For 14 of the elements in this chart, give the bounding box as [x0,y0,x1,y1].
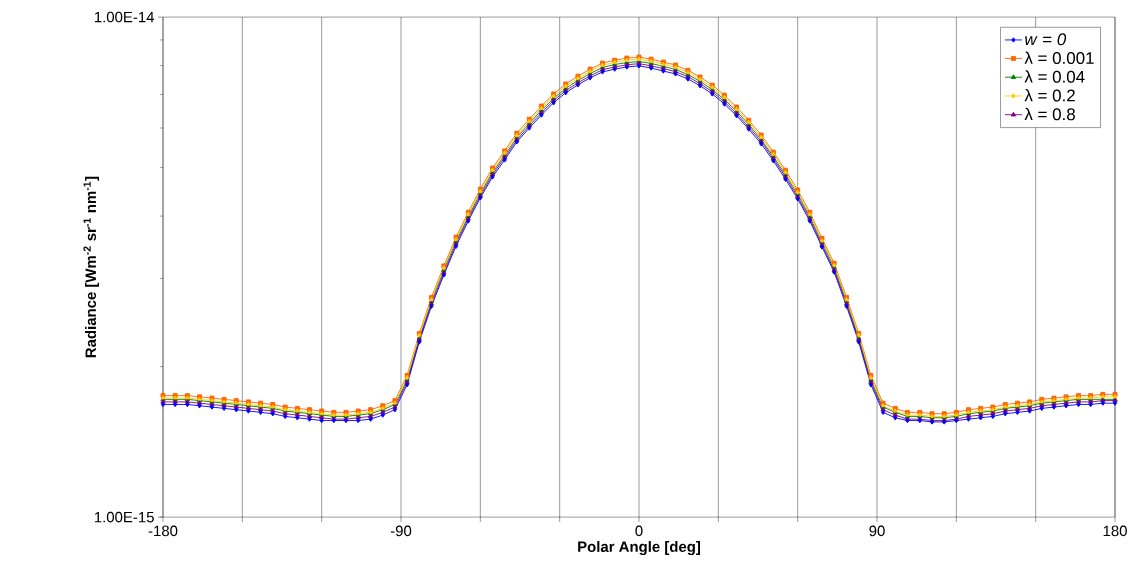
legend-label: λ = 0.04 [1024,70,1085,83]
x-tick-label: 90 [869,525,885,537]
x-tick-label: 0 [635,525,643,537]
legend-label: λ = 0.001 [1024,51,1094,65]
y-tick-label: 1.00E-14 [94,11,155,23]
x-tick-label: -180 [148,525,178,537]
legend-label: λ = 0.2 [1024,89,1075,102]
y-axis-title: Radiance [Wm$^{-2}$ sr$^{-1}$ nm$^{-1}$] [83,176,99,358]
y-tick-label: 1.00E-15 [94,511,154,523]
x-axis-title: Polar Angle [deg] [578,541,701,556]
legend-label: λ = 0.8 [1024,107,1075,121]
x-tick-label: -90 [390,525,412,537]
legend-label: w = 0 [1025,33,1067,46]
x-tick-label: 180 [1103,525,1127,537]
